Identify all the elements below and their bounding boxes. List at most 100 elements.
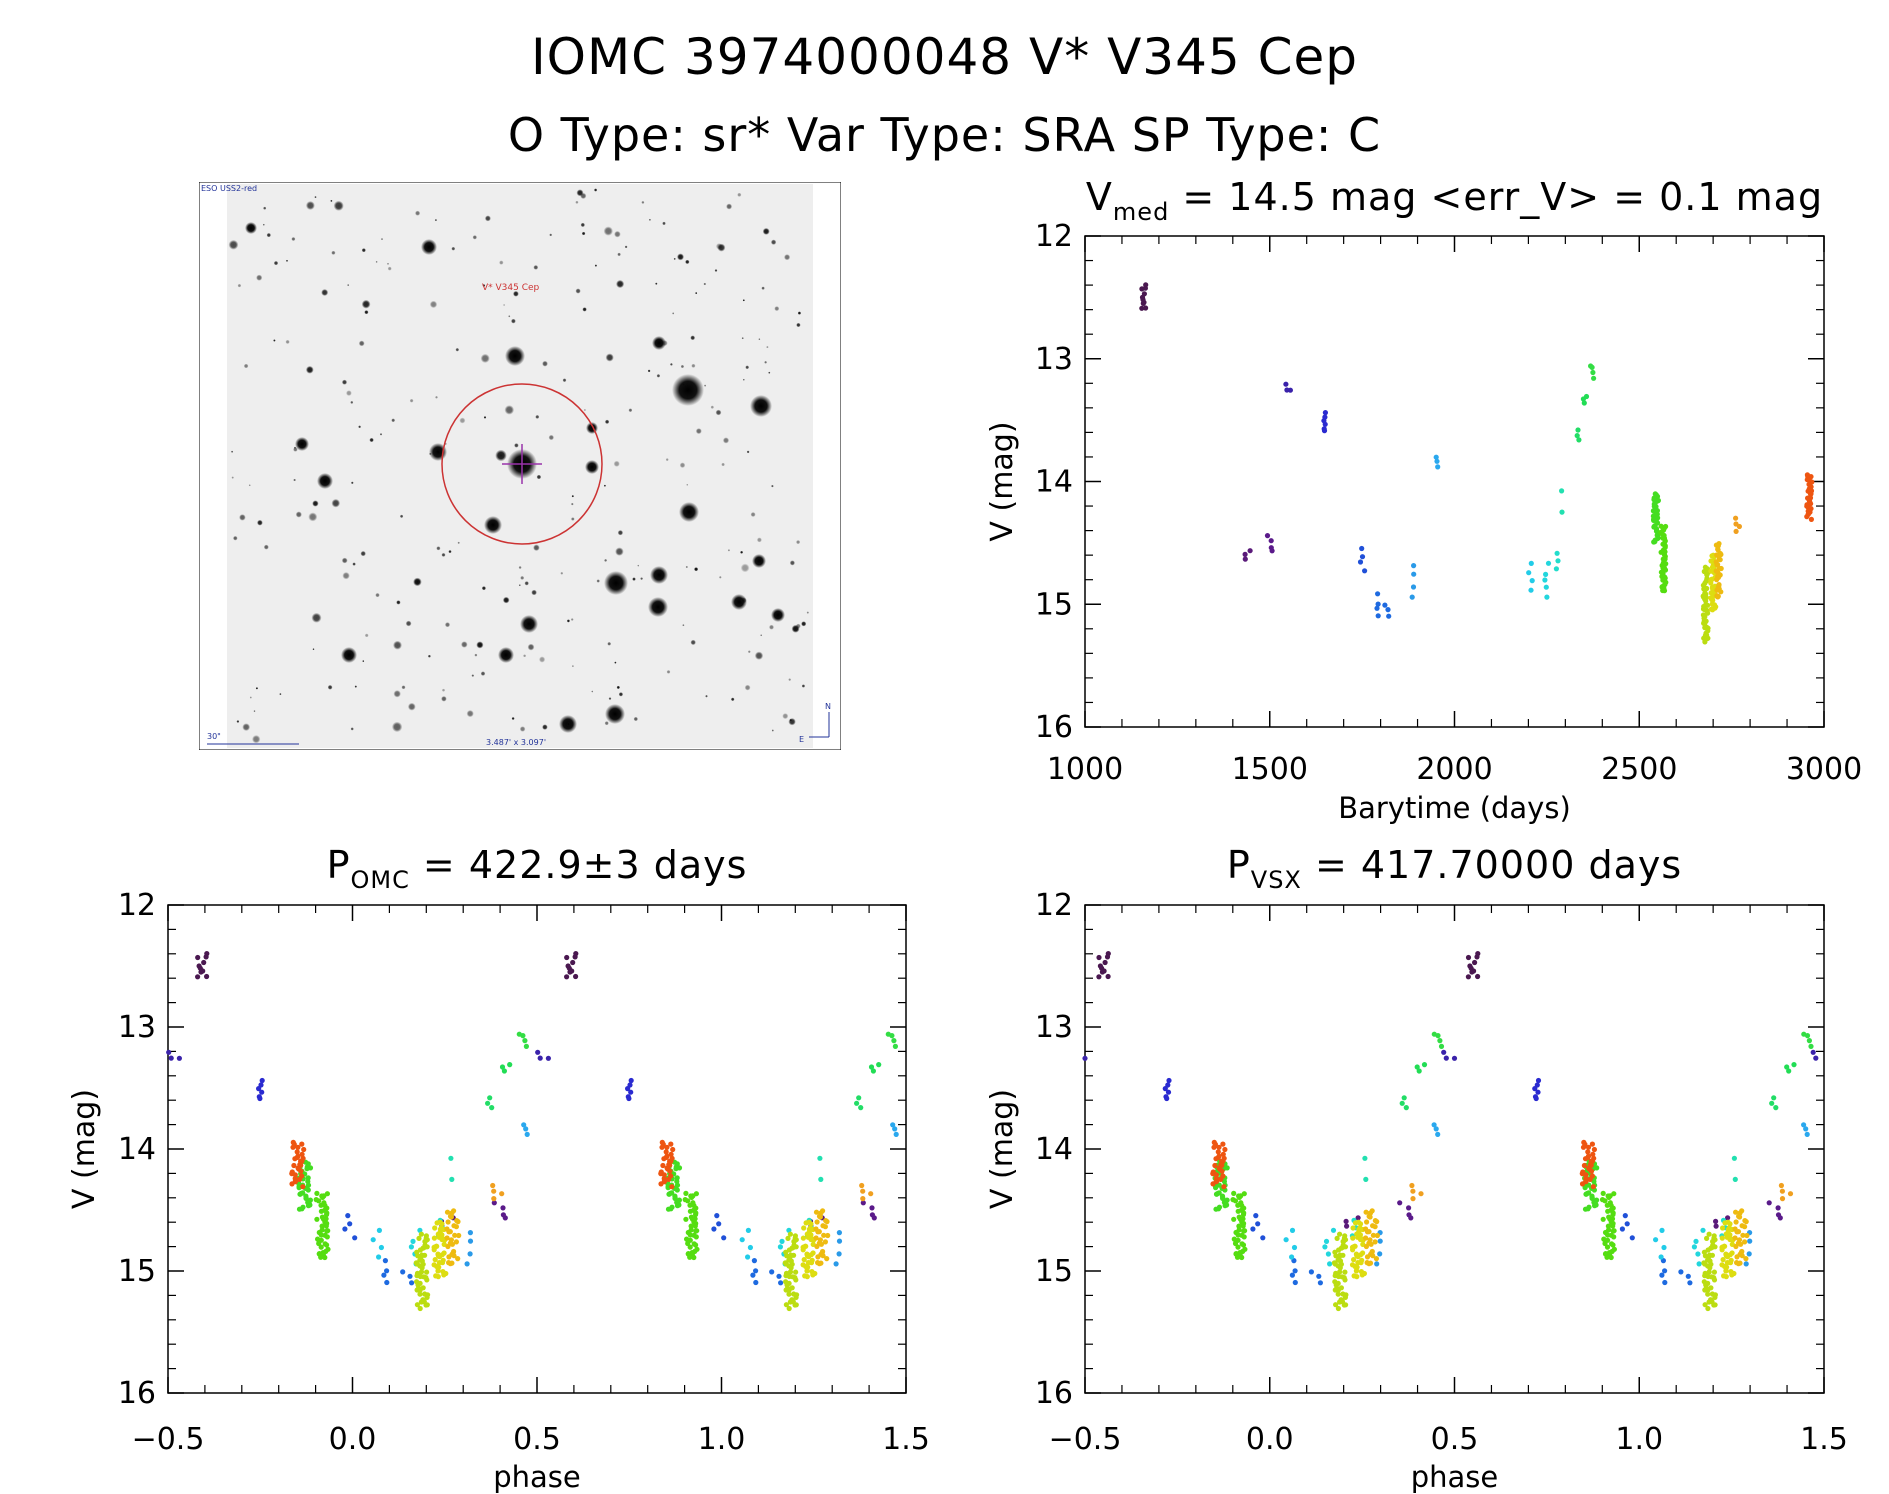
star [305,365,314,374]
star [754,651,764,660]
star [361,248,366,253]
chart-title: Vmed = 14.5 mag <err_V> = 0.1 mag [1086,175,1823,226]
data-point [858,1105,864,1111]
data-point [1810,1049,1816,1055]
data-point [692,1223,698,1229]
data-points [1082,951,1819,1312]
data-point [891,1038,897,1044]
data-point [434,1263,440,1269]
data-point [1264,533,1271,539]
star [239,514,246,521]
star [761,286,765,290]
data-point [1210,1181,1216,1187]
star [364,633,369,638]
star [273,260,279,266]
data-point [201,959,207,966]
data-point [1235,1232,1241,1238]
data-point [307,1202,313,1208]
data-point [1575,427,1581,433]
data-point [1582,1206,1589,1212]
data-point [1808,1043,1814,1049]
data-point [1543,584,1549,590]
data-point [1239,1241,1245,1247]
data-point [753,1279,759,1286]
star [617,252,621,257]
star [327,684,333,690]
star [727,549,731,552]
data-point [673,1166,679,1172]
star [616,685,620,690]
star [471,674,475,677]
data-point [297,1176,303,1182]
star [650,566,668,584]
data-point [1725,1215,1731,1221]
data-point [813,1209,820,1215]
plot-frame [1084,235,1825,728]
data-point [836,1230,843,1236]
data-point [485,1100,491,1106]
data-point [418,1299,424,1305]
star [591,690,594,693]
data-point [491,1200,497,1206]
data-point [1253,1213,1259,1219]
data-point [1585,1149,1591,1155]
data-point [501,1068,507,1074]
star [262,223,265,226]
data-point [693,1211,699,1218]
data-point [1363,1209,1369,1215]
data-point [1685,1273,1691,1279]
data-point [817,1155,823,1161]
data-point [432,1257,438,1263]
star [391,418,396,423]
data-point [1289,1227,1296,1233]
data-point [860,1188,866,1194]
data-point [1377,1251,1383,1257]
data-point [1711,1302,1717,1308]
data-point [1590,1151,1596,1157]
data-point [1808,516,1814,523]
data-point [1362,1155,1368,1161]
star [604,419,610,424]
y-tick-label: 14 [118,1132,156,1167]
x-tick-label: 2500 [1601,752,1677,787]
data-point [1702,614,1708,620]
data-point [1604,1202,1610,1208]
data-point [1362,568,1368,574]
data-point [691,1254,697,1261]
title-rest: = 417.70000 days [1302,843,1682,887]
data-point [625,1086,631,1092]
star [231,450,234,453]
data-point [318,1232,324,1238]
data-point [1691,1244,1697,1250]
data-point [1784,1064,1790,1070]
data-point [745,1227,752,1233]
data-point [1528,587,1534,593]
data-point [778,1280,784,1286]
star [608,697,612,700]
data-point [299,1141,305,1147]
y-axis-label: V (mag) [67,1089,102,1209]
data-point [786,1291,792,1297]
data-point [1337,1231,1343,1237]
data-point [664,1144,670,1150]
data-point [1705,610,1711,616]
data-point [1769,1100,1775,1106]
data-point [304,1166,310,1172]
data-point [1215,1149,1221,1155]
star [364,310,369,315]
data-point [1408,1215,1414,1221]
data-point [1399,1100,1405,1106]
star [670,363,673,366]
data-point [1418,1191,1424,1197]
star [434,218,438,222]
data-point [299,1151,305,1157]
data-point [382,1258,388,1264]
data-point [1739,1223,1745,1229]
data-point [1661,1244,1667,1251]
data-point [298,1168,304,1174]
star [603,226,613,236]
star [429,452,432,456]
data-point [297,1191,303,1197]
y-tick-label: 16 [1035,710,1073,745]
x-tick-label: 1.0 [1615,1422,1663,1457]
